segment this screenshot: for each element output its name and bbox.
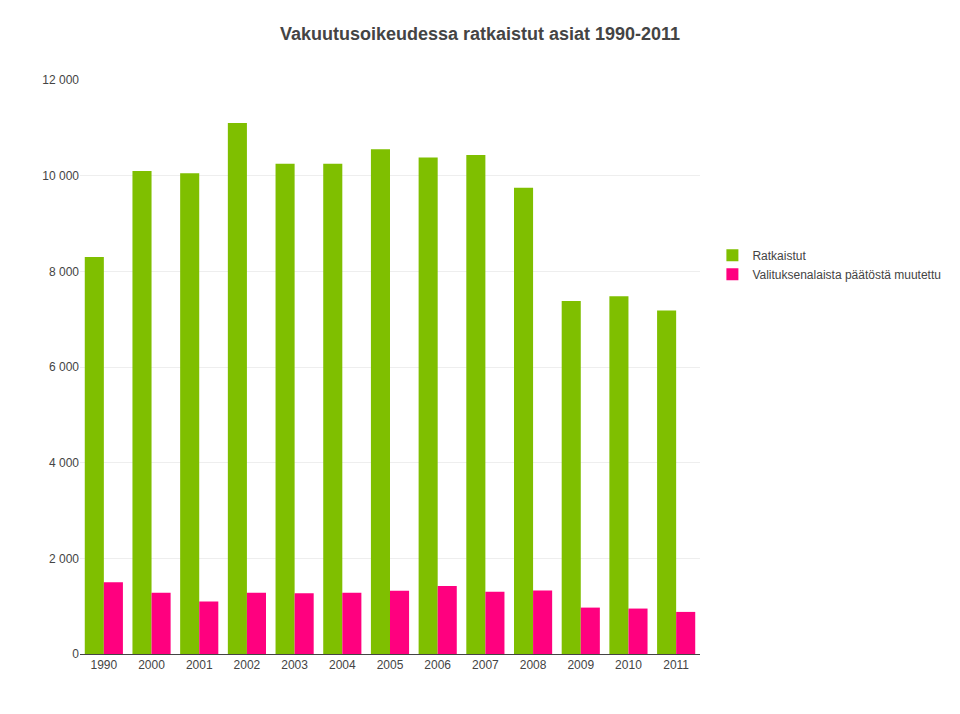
svg-text:2008: 2008 — [520, 658, 547, 672]
svg-text:Vakuutusoikeudessa ratkaistut: Vakuutusoikeudessa ratkaistut asiat 1990… — [280, 24, 680, 44]
svg-text:2003: 2003 — [281, 658, 308, 672]
svg-text:2010: 2010 — [615, 658, 642, 672]
svg-text:0: 0 — [72, 647, 79, 661]
svg-text:2002: 2002 — [234, 658, 261, 672]
svg-text:1990: 1990 — [90, 658, 117, 672]
svg-text:2006: 2006 — [424, 658, 451, 672]
svg-text:Valituksenalaista päätöstä muu: Valituksenalaista päätöstä muutettu — [752, 268, 941, 282]
svg-text:8 000: 8 000 — [49, 265, 79, 279]
svg-text:4 000: 4 000 — [49, 456, 79, 470]
svg-text:2 000: 2 000 — [49, 552, 79, 566]
svg-text:10 000: 10 000 — [42, 169, 79, 183]
svg-text:Ratkaistut: Ratkaistut — [752, 249, 806, 263]
svg-text:6 000: 6 000 — [49, 360, 79, 374]
svg-text:2007: 2007 — [472, 658, 499, 672]
svg-text:2001: 2001 — [186, 658, 213, 672]
svg-text:2000: 2000 — [138, 658, 165, 672]
svg-text:2009: 2009 — [567, 658, 594, 672]
svg-text:2005: 2005 — [377, 658, 404, 672]
svg-text:2004: 2004 — [329, 658, 356, 672]
svg-text:12 000: 12 000 — [42, 73, 79, 87]
svg-text:2011: 2011 — [663, 658, 689, 672]
